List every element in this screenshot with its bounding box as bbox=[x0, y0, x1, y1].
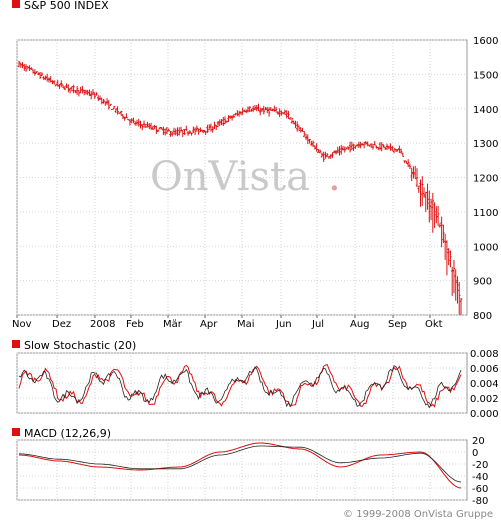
macd-y-tick-label: -20 bbox=[472, 460, 488, 471]
main-x-tick-label: Aug bbox=[350, 319, 370, 330]
main-x-tick-label: Apr bbox=[200, 319, 218, 330]
macd-series bbox=[18, 442, 462, 489]
macd-y-tick-label: 0 bbox=[472, 448, 478, 459]
main-x-tick-label: Nov bbox=[12, 319, 32, 330]
main-x-tick-label: Sep bbox=[388, 319, 407, 330]
legend-swatch-macd bbox=[12, 428, 20, 436]
main-y-tick-label: 1600 bbox=[473, 36, 498, 47]
main-y-tick-label: 1300 bbox=[473, 139, 498, 150]
watermark-dot: . bbox=[328, 154, 341, 200]
main-x-tick-label: 2008 bbox=[90, 319, 115, 330]
main-y-tick-label: 1500 bbox=[473, 70, 498, 81]
macd-y-tick-label: 20 bbox=[472, 436, 485, 447]
macd-y-tick-label: -80 bbox=[472, 496, 488, 507]
main-x-tick-label: Mai bbox=[237, 319, 255, 330]
main-y-tick-label: 800 bbox=[473, 311, 492, 322]
macd-signal-line bbox=[18, 445, 462, 483]
watermark: OnVista . bbox=[150, 154, 341, 200]
stochastic-y-axis: 0.000 0.002 0.004 0.006 0.008 bbox=[470, 349, 499, 420]
stochastic-y-tick-label: 0.002 bbox=[470, 394, 499, 405]
stochastic-series bbox=[18, 363, 462, 409]
macd-gridlines bbox=[16, 439, 467, 501]
legend-label-stochastic: Slow Stochastic (20) bbox=[24, 339, 136, 352]
main-y-tick-label: 1400 bbox=[473, 105, 498, 116]
main-x-tick-label: Okt bbox=[425, 319, 443, 330]
copyright-text: © 1999-2008 OnVista Gruppe bbox=[343, 509, 493, 520]
main-x-tick-label: Mär bbox=[163, 319, 183, 330]
price-series bbox=[17, 60, 463, 315]
main-x-tick-label: Jun bbox=[275, 319, 292, 330]
watermark-onvista: OnVista bbox=[150, 154, 310, 200]
main-x-tick-label: Jul bbox=[311, 319, 324, 330]
main-y-tick-label: 1200 bbox=[473, 174, 498, 185]
main-x-tick-label: Dez bbox=[52, 319, 71, 330]
main-y-axis: 800 900 1000 1100 1200 1300 1400 1500 1600 bbox=[473, 36, 498, 322]
stochastic-line-d bbox=[18, 365, 462, 409]
legend-swatch-main bbox=[12, 0, 20, 8]
macd-y-tick-label: -40 bbox=[472, 472, 488, 483]
macd-line bbox=[18, 442, 462, 489]
legend-label-main: S&P 500 INDEX bbox=[24, 0, 109, 12]
macd-y-tick-label: -60 bbox=[472, 484, 488, 495]
legend-swatch-stochastic bbox=[12, 340, 20, 348]
legend-label-macd: MACD (12,26,9) bbox=[24, 427, 111, 440]
main-x-tick-label: Feb bbox=[126, 319, 144, 330]
stochastic-y-tick-label: 0.004 bbox=[470, 379, 499, 390]
stochastic-gridlines bbox=[16, 352, 467, 414]
main-gridlines bbox=[16, 39, 467, 316]
stochastic-y-tick-label: 0.000 bbox=[470, 409, 499, 420]
main-y-tick-label: 1000 bbox=[473, 242, 498, 253]
stochastic-y-tick-label: 0.008 bbox=[470, 349, 499, 360]
main-y-tick-label: 1100 bbox=[473, 208, 498, 219]
main-panel: S&P 500 INDEX OnVista . 800 900 1000 1100 12… bbox=[12, 0, 498, 330]
main-x-axis: Nov Dez 2008 Feb Mär Apr Mai Jun Jul Aug Sep Okt bbox=[12, 315, 443, 330]
stochastic-panel: Slow Stochastic (20) 0.0000.0020.0040.00… bbox=[12, 339, 499, 420]
main-y-tick-label: 900 bbox=[473, 277, 492, 288]
stochastic-y-tick-label: 0.006 bbox=[470, 364, 499, 375]
